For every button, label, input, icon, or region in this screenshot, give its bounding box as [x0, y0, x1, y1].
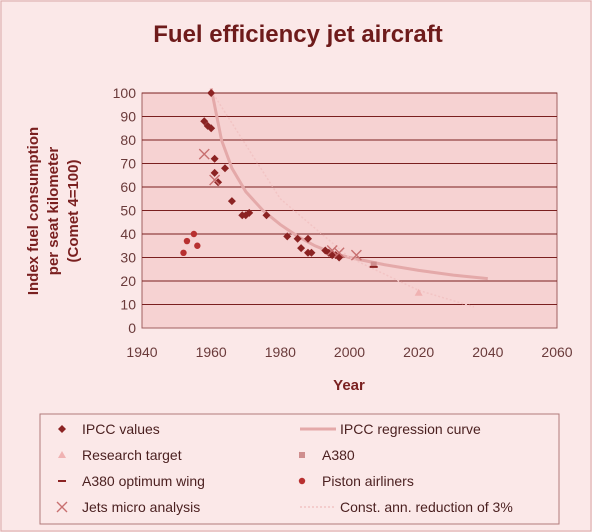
point-ipcc-values — [283, 232, 292, 241]
point-jets-micro-analysis — [333, 247, 345, 259]
chart-title: Fuel efficiency jet aircraft — [153, 21, 442, 48]
point-piston-airliners — [194, 242, 201, 249]
legend-swatch — [298, 477, 306, 485]
point-ipcc-values — [210, 168, 219, 177]
point-piston-airliners — [190, 230, 198, 238]
legend-box — [39, 413, 560, 525]
legend-label: Research target — [82, 447, 182, 463]
legend-swatch — [299, 452, 305, 458]
point-jets-micro-analysis — [209, 174, 221, 186]
x-tick-label: 2000 — [334, 344, 365, 360]
y-axis-title-line-3: (Comet 4=100) — [65, 160, 82, 263]
x-axis-title: Year — [333, 377, 365, 394]
legend-label: Jets micro analysis — [82, 499, 200, 515]
point-ipcc-values — [293, 234, 302, 243]
point-ipcc-values — [307, 248, 316, 257]
legend: IPCC values IPCC regression curve Research… — [56, 421, 513, 515]
y-tick-labels: 0 10 20 30 40 50 60 70 80 90 100 — [113, 85, 137, 336]
y-tick-label: 80 — [120, 132, 136, 148]
legend-item-jets-micro-analysis: Jets micro analysis — [56, 499, 200, 515]
x-tick-label: 1960 — [196, 344, 227, 360]
series-line-ipcc-regression-curve — [209, 88, 488, 281]
y-tick-label: 0 — [128, 320, 136, 336]
legend-item-const-ann-reduction-of-3: Const. ann. reduction of 3% — [300, 499, 513, 515]
point-piston-airliners — [183, 237, 191, 245]
legend-label: A380 optimum wing — [82, 473, 205, 489]
y-tick-label: 90 — [120, 109, 136, 125]
y-tick-label: 50 — [120, 203, 136, 219]
series-lines — [209, 88, 488, 308]
point-a380 — [370, 261, 377, 268]
x-tick-label: 1940 — [126, 344, 157, 360]
point-ipcc-values — [210, 154, 219, 163]
point-ipcc-values — [262, 211, 271, 220]
point-ipcc-values — [200, 117, 209, 126]
y-axis-title-line-2: per seat kilometer — [45, 147, 62, 276]
point-ipcc-values — [207, 124, 216, 133]
legend-label: Piston airliners — [322, 473, 414, 489]
series-markers — [180, 89, 423, 296]
point-ipcc-values — [227, 197, 236, 206]
y-tick-label: 10 — [120, 297, 136, 313]
y-tick-label: 70 — [120, 156, 136, 172]
legend-item-piston-airliners: Piston airliners — [298, 473, 414, 489]
legend-item-a380-optimum-wing: A380 optimum wing — [58, 473, 205, 489]
point-jets-micro-analysis — [326, 244, 338, 256]
point-ipcc-values — [245, 208, 254, 217]
x-tick-label: 2040 — [472, 344, 503, 360]
legend-label: IPCC regression curve — [340, 421, 481, 437]
point-research-target — [414, 288, 423, 296]
legend-item-a380: A380 — [299, 447, 355, 463]
x-tick-label: 2020 — [403, 344, 434, 360]
point-jets-micro-analysis — [198, 148, 210, 160]
legend-item-ipcc-values: IPCC values — [58, 421, 160, 437]
x-tick-label: 1980 — [265, 344, 296, 360]
y-tick-label: 100 — [113, 85, 137, 101]
legend-label: IPCC values — [82, 421, 160, 437]
legend-item-research-target: Research target — [58, 447, 182, 463]
point-ipcc-values — [221, 164, 229, 173]
series-line-const-annual-reduction — [210, 90, 475, 308]
point-ipcc-values — [207, 89, 216, 97]
legend-label: A380 — [322, 447, 355, 463]
x-tick-label: 2060 — [541, 344, 572, 360]
y-tick-label: 20 — [120, 273, 136, 289]
x-tick-labels: 1940 1960 1980 2000 2020 2040 2060 — [126, 344, 572, 360]
legend-swatch — [58, 425, 66, 433]
point-ipcc-values — [214, 178, 223, 187]
y-tick-label: 30 — [120, 250, 136, 266]
legend-swatch — [58, 451, 66, 458]
y-axis-title: Index fuel consumption per seat kilomete… — [25, 127, 82, 295]
legend-label: Const. ann. reduction of 3% — [340, 499, 513, 515]
legend-item-ipcc-regression-curve: IPCC regression curve — [300, 421, 481, 437]
point-jets-micro-analysis — [350, 249, 362, 261]
legend-swatch — [56, 501, 68, 513]
point-ipcc-values — [304, 234, 312, 243]
y-tick-label: 60 — [120, 179, 136, 195]
point-piston-airliners — [180, 249, 187, 256]
y-tick-label: 40 — [120, 226, 136, 242]
point-ipcc-values — [297, 244, 306, 253]
y-axis-title-line-1: Index fuel consumption — [25, 127, 42, 295]
